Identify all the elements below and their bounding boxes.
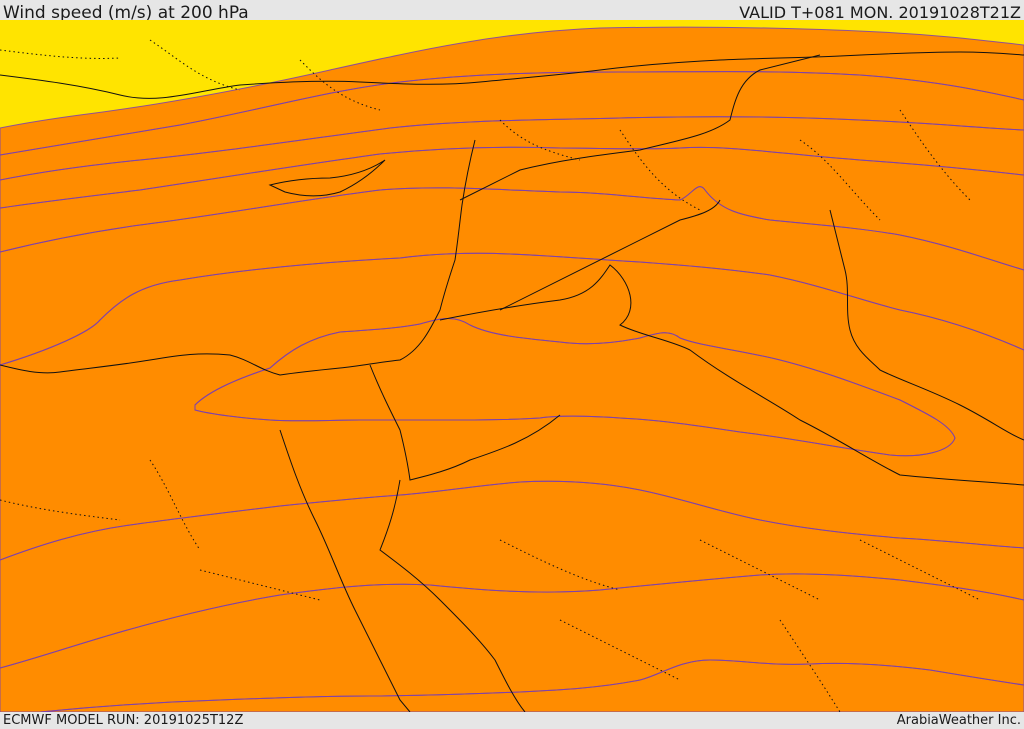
border-jordan-saudi (439, 264, 1024, 486)
border-iraq-saudi (499, 199, 721, 311)
footer-bar: ECMWF MODEL RUN: 20191025T12Z ArabiaWeat… (0, 712, 1024, 729)
border-sinai (369, 364, 561, 481)
credit: ArabiaWeather Inc. (896, 713, 1021, 728)
coastline-gulf (829, 209, 1024, 441)
band-outer-south (0, 20, 1024, 712)
map-title: Wind speed (m/s) at 200 hPa (3, 3, 249, 23)
band-9 (194, 318, 956, 457)
coastline-cyprus (268, 159, 386, 197)
band-1 (0, 20, 1024, 128)
coastline-red-sea-west (279, 429, 411, 712)
header-bar: Wind speed (m/s) at 200 hPa VALID T+081 … (0, 0, 1024, 23)
border-syria-iraq (459, 54, 821, 201)
coastline-red-sea-east (379, 479, 526, 712)
valid-time: VALID T+081 MON. 20191028T21Z (739, 3, 1021, 22)
coastline-mediterranean (0, 139, 476, 376)
model-run: ECMWF MODEL RUN: 20191025T12Z (3, 713, 244, 728)
internal-borders-north (0, 39, 971, 221)
wind-speed-map (0, 20, 1024, 712)
coastline-turkey (0, 51, 1024, 99)
band-south-3 (39, 659, 1024, 712)
map-canvas (0, 20, 1024, 712)
